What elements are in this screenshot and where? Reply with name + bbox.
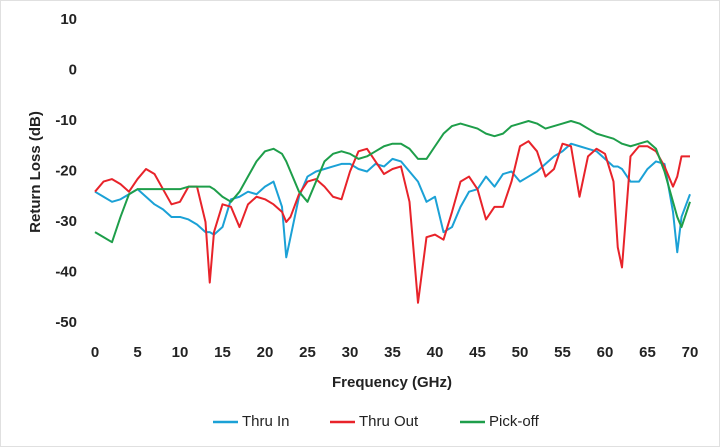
x-tick-label: 15 <box>214 344 231 361</box>
x-tick-label: 50 <box>512 344 529 361</box>
y-tick-label: 10 <box>60 11 77 28</box>
y-tick-label: -40 <box>55 263 77 280</box>
x-tick-label: 30 <box>342 344 359 361</box>
y-tick-label: -20 <box>55 162 77 179</box>
y-axis-title: Return Loss (dB) <box>27 111 44 233</box>
x-tick-label: 35 <box>384 344 401 361</box>
data-line <box>94 140 690 304</box>
x-tick-label: 55 <box>554 344 571 361</box>
x-tick-label: 10 <box>172 344 189 361</box>
x-tick-label: 5 <box>133 344 141 361</box>
legend-label: Thru Out <box>359 413 419 430</box>
x-tick-label: 20 <box>257 344 274 361</box>
y-tick-label: 0 <box>69 61 77 78</box>
x-tick-label: 25 <box>299 344 316 361</box>
data-line <box>94 120 691 244</box>
x-tick-label: 60 <box>597 344 614 361</box>
y-tick-label: -10 <box>55 112 77 129</box>
legend-label: Pick-off <box>489 413 540 430</box>
legend-label: Thru In <box>242 413 290 430</box>
y-tick-label: -30 <box>55 213 77 230</box>
x-tick-label: 40 <box>427 344 444 361</box>
x-tick-label: 65 <box>639 344 656 361</box>
data-line <box>94 142 691 259</box>
x-tick-label: 45 <box>469 344 486 361</box>
x-tick-label: 70 <box>682 344 699 361</box>
y-tick-label: -50 <box>55 314 77 331</box>
x-tick-label: 0 <box>91 344 99 361</box>
x-axis-title: Frequency (GHz) <box>332 374 452 391</box>
